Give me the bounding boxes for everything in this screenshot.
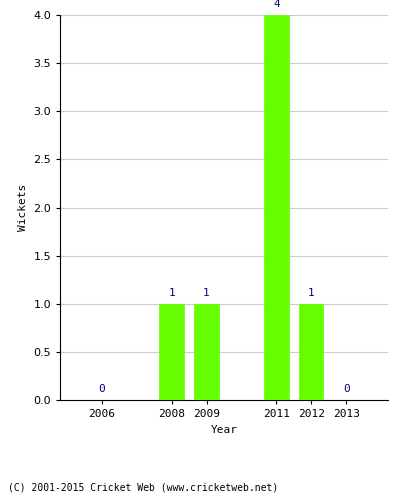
Text: (C) 2001-2015 Cricket Web (www.cricketweb.net): (C) 2001-2015 Cricket Web (www.cricketwe… [8, 482, 278, 492]
Text: 4: 4 [273, 0, 280, 9]
Y-axis label: Wickets: Wickets [18, 184, 28, 231]
Text: 0: 0 [343, 384, 350, 394]
Text: 1: 1 [168, 288, 175, 298]
Bar [299, 304, 324, 400]
X-axis label: Year: Year [210, 424, 238, 434]
Bar [160, 304, 184, 400]
Text: 1: 1 [308, 288, 315, 298]
Bar [194, 304, 219, 400]
Text: 0: 0 [98, 384, 105, 394]
Text: 1: 1 [203, 288, 210, 298]
Bar [264, 15, 288, 400]
